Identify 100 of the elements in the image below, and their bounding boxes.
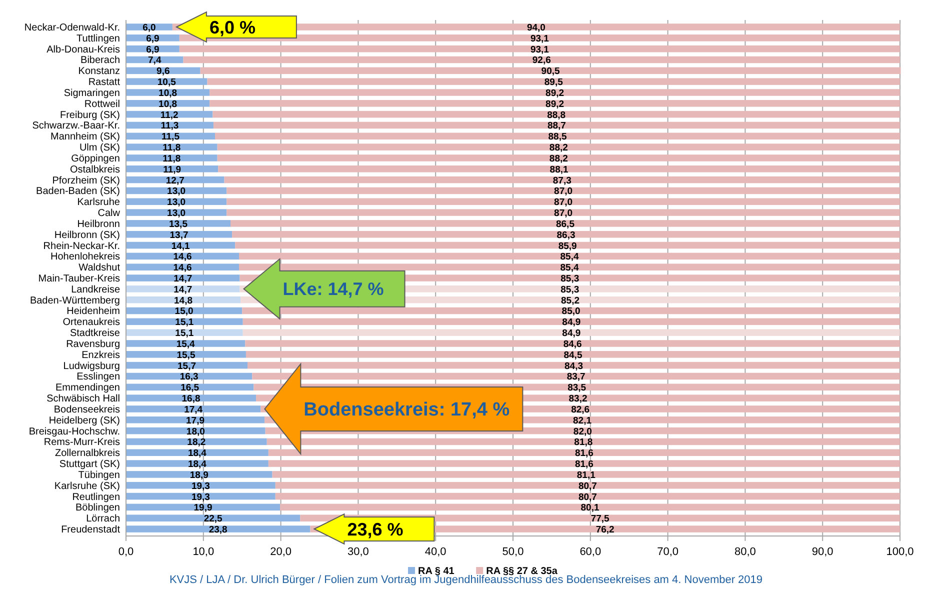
bar (126, 329, 243, 336)
bar (210, 100, 900, 107)
data-label: 14,7 (174, 284, 192, 296)
data-label: 81,1 (576, 470, 596, 481)
data-label: 16,5 (180, 382, 200, 394)
x-tick-label: 20,0 (270, 546, 292, 558)
bar (252, 372, 900, 380)
data-label: 10,5 (157, 77, 177, 88)
data-label: 15,1 (175, 317, 194, 328)
bar (126, 384, 254, 391)
data-label: 81,8 (574, 437, 593, 448)
data-label: 14,6 (173, 252, 192, 263)
y-tick-label: Sigmaringen (64, 88, 120, 99)
y-tick-label: Ludwigsburg (63, 360, 120, 372)
data-label: 17,4 (184, 404, 204, 416)
bar (280, 504, 900, 511)
data-label: 85,9 (558, 240, 577, 252)
data-label: 90,5 (541, 66, 560, 78)
y-tick-label: Böblingen (76, 502, 120, 514)
y-tick-label: Main-Tauber-Kreis (38, 274, 120, 284)
data-label: 13,0 (167, 186, 186, 198)
data-label: 11,5 (162, 132, 180, 143)
bar (126, 220, 230, 227)
x-tick-label: 80,0 (734, 546, 756, 558)
y-tick-label: Freudenstadt (61, 524, 120, 536)
bar (226, 187, 900, 194)
bar (126, 274, 240, 282)
bar (126, 514, 300, 522)
y-tick-label: Breisgau-Hochschw. (28, 426, 120, 438)
y-tick-label: Ortenaukreis (62, 317, 120, 328)
data-label: 15,4 (176, 338, 196, 350)
bar (213, 122, 900, 129)
bar (126, 264, 240, 270)
text: KVJS / LJA / Dr. Ulrich Bürger / Folien zum Vortrag im Jugendhilfeausschuss des Bodenseekreises am 4. November 2019 (169, 574, 763, 586)
bar (248, 362, 900, 369)
y-tick-label: Konstanz (78, 66, 120, 78)
bar (226, 209, 900, 216)
data-label: 81,6 (574, 459, 594, 470)
data-label: 88,7 (547, 120, 566, 132)
data-label: 11,9 (163, 164, 182, 176)
annotation: 23,6 % (347, 519, 404, 540)
data-label: 14,6 (173, 262, 192, 274)
bar (183, 56, 900, 64)
data-label: 16,8 (182, 394, 200, 405)
bar (226, 198, 900, 205)
bar (126, 460, 268, 467)
data-label: 80,1 (580, 502, 600, 514)
y-tick-label: Heidelberg (SK) (48, 415, 120, 426)
y-tick-label: Ulm (SK) (79, 142, 120, 154)
data-label: 89,2 (546, 98, 564, 110)
data-label: 18,9 (190, 470, 208, 481)
data-label: 18,4 (188, 448, 208, 460)
data-label: 11,2 (160, 110, 178, 121)
data-label: 85,2 (561, 295, 580, 306)
data-label: 14,8 (174, 295, 193, 306)
bar (126, 154, 218, 162)
bar (217, 154, 900, 162)
y-tick-label: Baden-Württemberg (30, 295, 120, 306)
data-label: 88,2 (549, 142, 568, 154)
data-label: 87,3 (552, 175, 572, 186)
bar (212, 110, 900, 118)
x-tick-label: 70,0 (657, 546, 679, 558)
bar (126, 351, 246, 358)
y-tick-label: Lörrach (86, 514, 120, 525)
data-label: 88,8 (547, 110, 566, 121)
data-label: 82,6 (571, 404, 590, 416)
data-label: 88,1 (550, 164, 570, 176)
y-tick-label: Landkreise (71, 284, 120, 296)
annotation: 6,0 % (209, 17, 256, 38)
y-tick-label: Baden-Baden (SK) (36, 186, 120, 198)
bar (126, 340, 246, 347)
data-label: 80,7 (578, 492, 597, 503)
y-tick-label: Stuttgart (SK) (59, 459, 120, 470)
legend-label: RA § 41 (418, 566, 455, 577)
bar (242, 307, 900, 314)
data-label: 77,5 (590, 514, 610, 525)
bar (126, 406, 261, 412)
data-label: 19,3 (191, 480, 210, 492)
y-tick-label: Waldshut (78, 262, 120, 274)
bar (266, 438, 900, 446)
data-label: 93,1 (530, 33, 550, 44)
y-tick-label: Stadtkreise (70, 328, 120, 340)
data-label: 18,0 (186, 426, 205, 438)
y-tick-label: Pforzheim (SK) (52, 175, 120, 186)
y-tick-label: Rastatt (88, 77, 120, 88)
y-tick-label: Bodenseekreis (54, 404, 120, 416)
data-label: 6,0 (142, 22, 156, 34)
data-label: 11,8 (162, 153, 181, 164)
bar (207, 78, 900, 85)
data-label: 82,1 (573, 415, 592, 426)
data-label: 23,8 (208, 524, 228, 536)
bar (126, 286, 240, 292)
data-label: 86,3 (556, 230, 576, 241)
data-label: 16,3 (180, 372, 198, 383)
x-tick-label: 0,0 (118, 546, 134, 558)
y-tick-label: Karlsruhe (77, 197, 120, 208)
legend-label: RA §§ 27 & 35a (486, 566, 558, 577)
x-tick-label: 90,0 (812, 546, 834, 558)
y-tick-label: Alb-Donau-Kreis (46, 44, 120, 56)
data-label: 89,5 (544, 77, 564, 88)
